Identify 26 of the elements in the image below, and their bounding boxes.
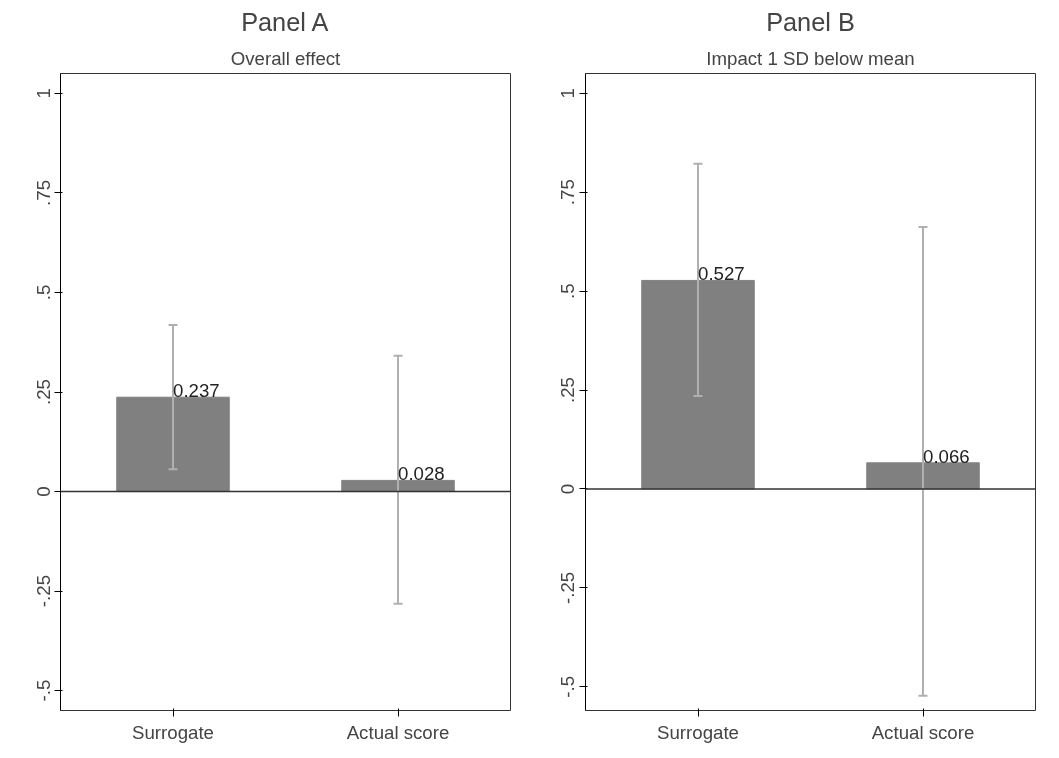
y-tick-label: .5 — [32, 284, 54, 301]
y-tick-label: 1 — [32, 88, 54, 99]
y-tick-label: 1 — [557, 88, 579, 99]
data-label: 0.028 — [398, 463, 445, 485]
y-tick-label: .75 — [557, 179, 579, 206]
data-label: 0.527 — [698, 263, 745, 285]
chart-title: Panel B — [766, 7, 855, 36]
y-tick-label: -.25 — [32, 574, 54, 608]
x-tick-label: Surrogate — [657, 721, 739, 743]
y-tick-label: .25 — [32, 379, 54, 405]
y-tick-label: .25 — [557, 377, 579, 403]
x-tick-label: Actual score — [346, 721, 450, 743]
y-tick-label: 0 — [32, 486, 54, 497]
y-tick-label: .5 — [557, 283, 579, 299]
data-label: 0.066 — [923, 445, 970, 467]
data-label: 0.237 — [173, 380, 220, 402]
y-tick-label: -.25 — [557, 571, 579, 604]
x-tick-label: Surrogate — [132, 721, 214, 743]
y-tick-label: .75 — [32, 179, 54, 206]
chart-subtitle: Overall effect — [230, 47, 342, 69]
x-tick-label: Actual score — [871, 721, 975, 743]
chart-subtitle: Impact 1 SD below mean — [706, 47, 915, 69]
y-tick-label: -.5 — [557, 675, 579, 698]
y-tick-label: 0 — [557, 483, 579, 495]
chart-title: Panel A — [241, 7, 329, 36]
y-tick-label: -.5 — [32, 679, 54, 702]
